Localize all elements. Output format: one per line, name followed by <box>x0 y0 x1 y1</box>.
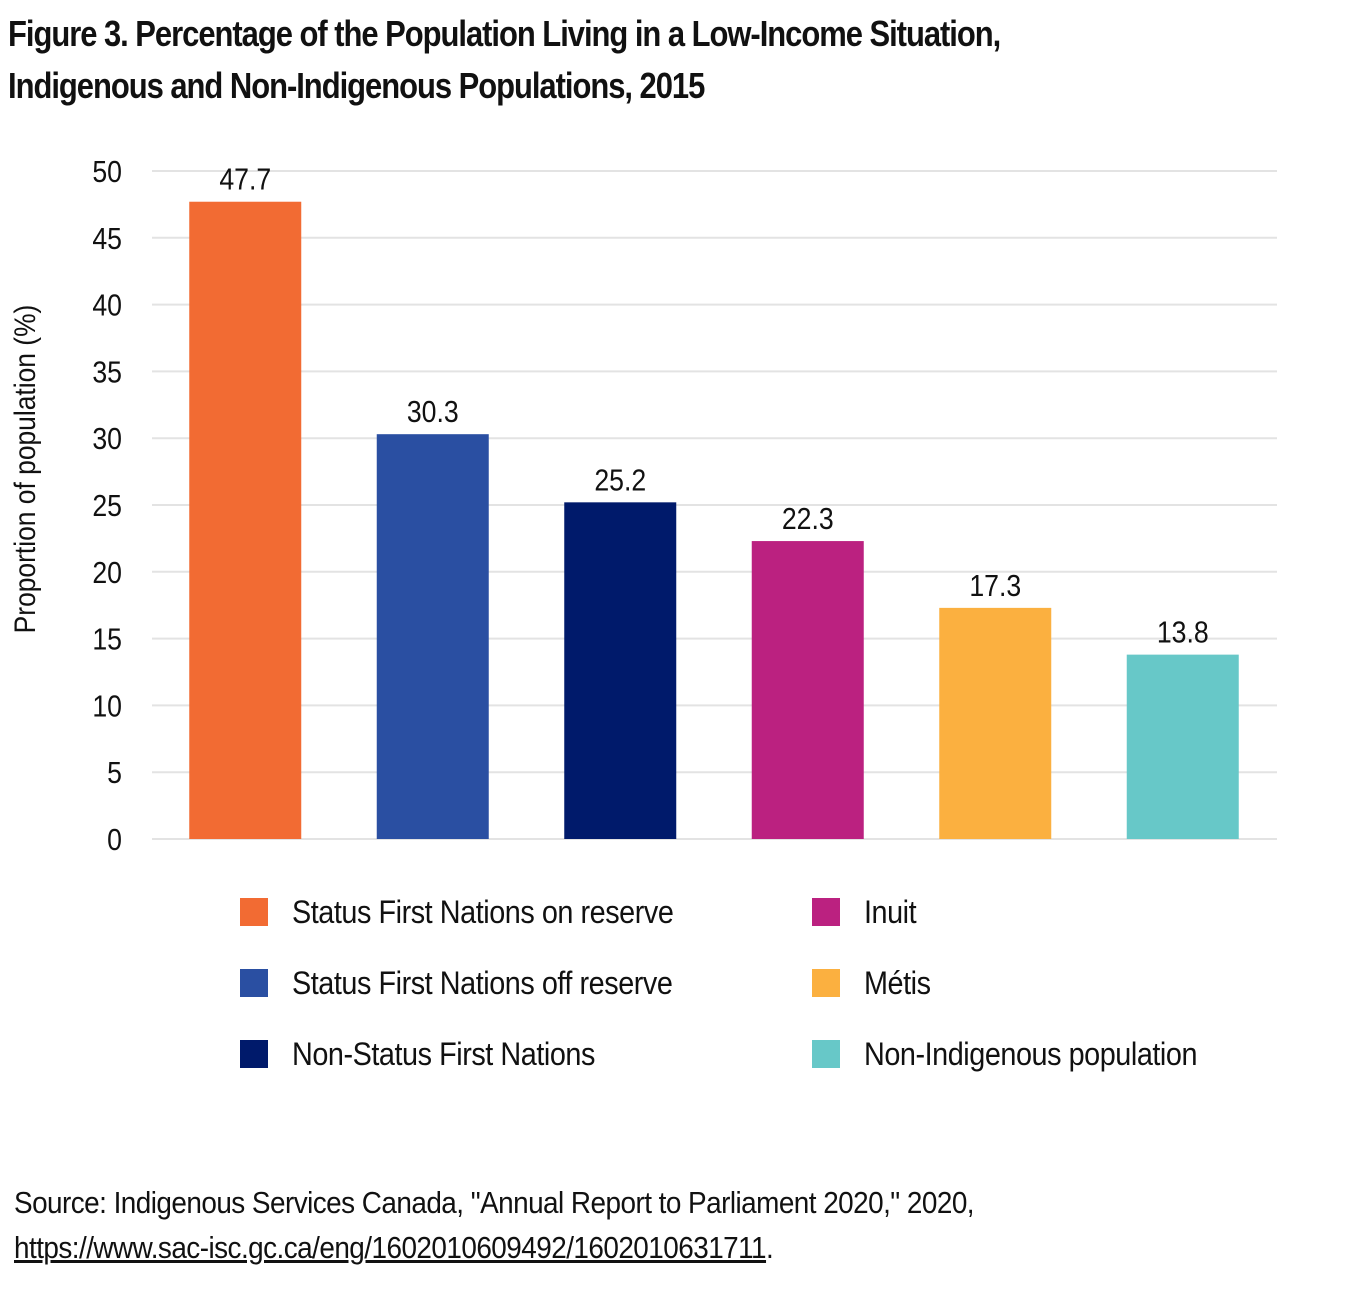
data-label-1: 30.3 <box>407 395 459 429</box>
legend-label: Non-Status First Nations <box>292 1035 595 1072</box>
legend-swatch <box>812 969 840 997</box>
legend-label: Inuit <box>864 893 917 930</box>
legend-label: Non-Indigenous population <box>864 1035 1198 1072</box>
legend-label: Status First Nations off reserve <box>292 964 673 1001</box>
legend-swatch <box>812 1040 840 1068</box>
y-tick-label: 40 <box>92 289 122 323</box>
y-tick-label: 5 <box>107 756 122 790</box>
source-text: Source: Indigenous Services Canada, "Ann… <box>14 1185 975 1220</box>
legend-item-1: Status First Nations off reserve <box>240 963 715 1003</box>
bar-3 <box>751 541 864 839</box>
legend-item-3: Inuit <box>812 892 922 932</box>
figure-title-line-1: Figure 3. Percentage of the Population L… <box>8 13 1001 54</box>
figure-title-line-2: Indigenous and Non-Indigenous Population… <box>8 65 705 106</box>
data-label-4: 17.3 <box>969 569 1021 603</box>
bar-4 <box>939 607 1052 839</box>
legend-swatch <box>240 969 268 997</box>
y-tick-label: 45 <box>92 222 122 256</box>
bar-2 <box>564 502 677 839</box>
bars <box>189 201 1239 839</box>
source-link-line: https://www.sac-isc.gc.ca/eng/1602010609… <box>14 1225 974 1270</box>
legend-swatch <box>812 898 840 926</box>
legend: Status First Nations on reserve Status F… <box>0 880 1350 1090</box>
legend-swatch <box>240 1040 268 1068</box>
source-note: Source: Indigenous Services Canada, "Ann… <box>14 1180 975 1270</box>
data-label-5: 13.8 <box>1157 616 1209 650</box>
y-tick-label: 0 <box>107 823 122 857</box>
y-tick-label: 50 <box>92 155 122 189</box>
y-tick-label: 15 <box>92 623 122 657</box>
data-label-0: 47.7 <box>219 163 271 197</box>
y-axis-ticks: 0 5 10 15 20 25 30 35 40 45 50 <box>92 155 122 857</box>
source-link-suffix: . <box>766 1230 774 1265</box>
y-tick-label: 25 <box>92 489 122 523</box>
y-tick-label: 10 <box>92 690 122 724</box>
legend-item-0: Status First Nations on reserve <box>240 892 716 932</box>
data-label-2: 25.2 <box>594 464 646 498</box>
y-tick-label: 20 <box>92 556 122 590</box>
legend-item-2: Non-Status First Nations <box>240 1034 629 1074</box>
legend-item-4: Métis <box>812 963 938 1003</box>
bar-0 <box>189 201 302 839</box>
figure-title: Figure 3. Percentage of the Population L… <box>8 8 1152 112</box>
legend-swatch <box>240 898 268 926</box>
data-label-3: 22.3 <box>782 502 834 536</box>
gridlines <box>152 170 1277 840</box>
legend-label: Métis <box>864 964 931 1001</box>
y-tick-label: 35 <box>92 356 122 390</box>
legend-label: Status First Nations on reserve <box>292 893 674 930</box>
data-labels: 47.7 30.3 25.2 22.3 17.3 13.8 <box>219 163 1208 650</box>
bar-1 <box>376 434 489 839</box>
source-link[interactable]: https://www.sac-isc.gc.ca/eng/1602010609… <box>14 1230 767 1265</box>
y-tick-label: 30 <box>92 422 122 456</box>
legend-item-5: Non-Indigenous population <box>812 1034 1234 1074</box>
bar-5 <box>1126 654 1239 839</box>
y-axis-title: Proportion of population (%) <box>7 305 41 634</box>
bar-chart: 0 5 10 15 20 25 30 35 40 45 50 Proportion of popul… <box>7 155 1277 858</box>
